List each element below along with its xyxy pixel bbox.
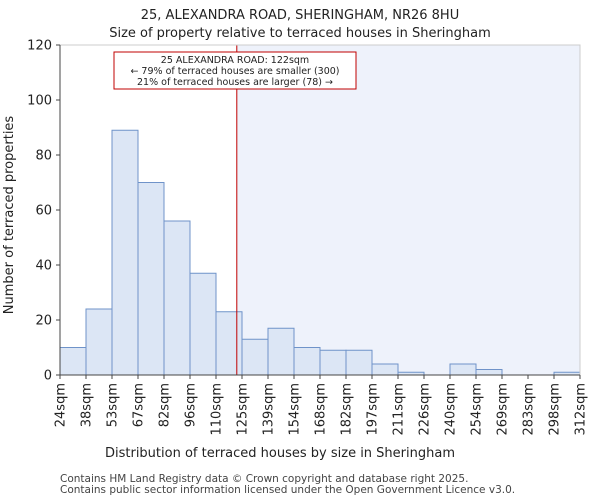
bar-168sqm — [319, 349, 347, 376]
y-tick-label: 0 — [44, 369, 52, 384]
bar-154sqm — [293, 347, 321, 376]
x-tick-label: 197sqm — [366, 383, 381, 436]
y-axis-ticks: 0 20 40 60 80 100 120 — [27, 39, 60, 384]
x-tick-label: 96sqm — [184, 383, 199, 427]
x-tick-label: 38sqm — [80, 383, 95, 427]
annotation-line-3: 21% of terraced houses are larger (78) → — [137, 77, 333, 88]
x-tick-label: 154sqm — [288, 383, 303, 436]
x-axis-label: Distribution of terraced houses by size … — [105, 446, 455, 461]
bar-197sqm — [371, 363, 399, 376]
y-tick-label: 60 — [35, 204, 52, 219]
bar-125sqm — [241, 338, 269, 376]
x-tick-label: 240sqm — [444, 383, 459, 436]
x-axis-ticks: 24sqm 38sqm 53sqm 67sqm 82sqm 96sqm 110sqm 125s… — [54, 375, 589, 436]
x-tick-label: 24sqm — [54, 383, 69, 427]
x-tick-label: 53sqm — [106, 383, 121, 427]
annotation-border — [113, 51, 357, 90]
x-tick-label: 168sqm — [314, 383, 329, 436]
bar-38sqm — [85, 308, 113, 376]
annotation-line-2: ← 79% of terraced houses are smaller (30… — [130, 66, 339, 77]
chart-title: 25, ALEXANDRA ROAD, SHERINGHAM, NR26 8HU — [141, 8, 459, 23]
x-tick-label: 110sqm — [210, 383, 225, 436]
x-tick-label: 283sqm — [522, 383, 537, 436]
bar-254sqm — [475, 369, 503, 376]
x-tick-label: 139sqm — [262, 383, 277, 436]
bar-53sqm — [111, 129, 139, 376]
y-tick-label: 80 — [35, 149, 52, 164]
bar-82sqm — [163, 220, 191, 376]
y-axis-label: Number of terraced properties — [2, 116, 17, 315]
bar-24sqm — [59, 347, 87, 376]
bar-139sqm — [267, 327, 295, 376]
x-tick-label: 82sqm — [158, 383, 173, 427]
y-tick-label: 20 — [35, 314, 52, 329]
bars-group — [59, 129, 581, 376]
highlight-region — [236, 45, 581, 375]
bar-182sqm — [345, 349, 373, 376]
footer-line-2: Contains public sector information licen… — [60, 484, 515, 496]
bar-96sqm — [189, 272, 217, 376]
chart-subtitle: Size of property relative to terraced ho… — [109, 26, 491, 41]
y-tick-label: 100 — [27, 94, 52, 109]
x-tick-label: 298sqm — [548, 383, 563, 436]
bar-110sqm — [215, 311, 243, 376]
x-tick-label: 269sqm — [496, 383, 511, 436]
plot-background — [236, 45, 581, 375]
annotation-line-1: 25 ALEXANDRA ROAD: 122sqm — [161, 55, 309, 66]
y-tick-label: 120 — [27, 39, 52, 54]
x-tick-label: 182sqm — [340, 383, 355, 436]
x-tick-label: 226sqm — [418, 383, 433, 436]
footer-line-1: Contains HM Land Registry data © Crown c… — [60, 473, 468, 485]
y-tick-label: 40 — [35, 259, 52, 274]
bar-67sqm — [137, 182, 165, 376]
x-tick-label: 211sqm — [392, 383, 407, 436]
x-tick-label: 67sqm — [132, 383, 147, 427]
bar-240sqm — [449, 363, 477, 376]
x-tick-label: 254sqm — [470, 383, 485, 436]
x-tick-label: 125sqm — [236, 383, 251, 436]
x-tick-label: 312sqm — [574, 383, 589, 436]
annotation-box: 25 ALEXANDRA ROAD: 122sqm ← 79% of terra… — [113, 51, 357, 90]
